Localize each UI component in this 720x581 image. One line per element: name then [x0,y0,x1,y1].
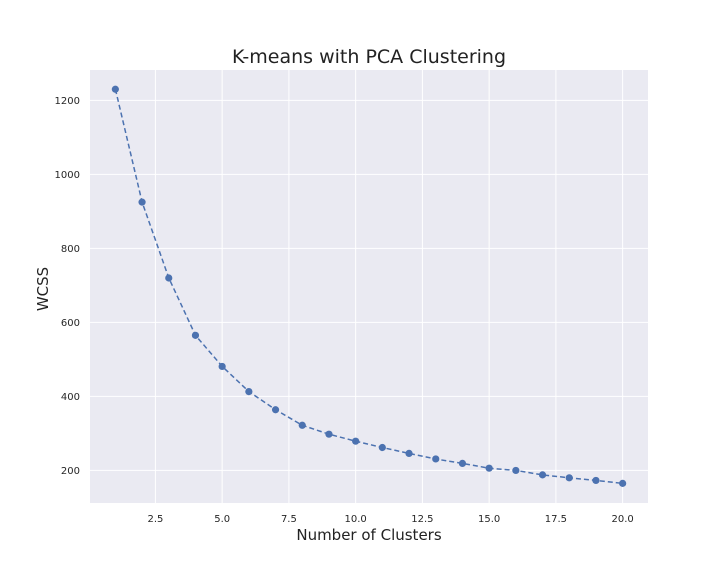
chart-title: K-means with PCA Clustering [232,46,506,68]
data-point [191,331,200,339]
data-point [298,421,306,429]
x-axis-label: Number of Clusters [296,526,441,544]
y-tick-label: 1200 [55,96,80,107]
data-point [619,479,627,487]
data-point [325,430,333,438]
x-tick-label: 5.0 [214,514,230,525]
data-point [138,198,146,206]
x-tick-label: 12.5 [411,514,433,525]
y-axis-ticks: 200 400 600 800 1000 1200 [55,96,80,477]
x-tick-label: 7.5 [281,514,297,525]
series-line [114,89,623,485]
grid-lines [90,70,648,503]
data-point [538,471,547,479]
data-point [432,455,440,463]
y-axis-label: WCSS [34,267,52,311]
data-point [405,449,413,458]
y-tick-label: 400 [61,392,80,403]
data-point [512,466,520,475]
data-point [485,464,493,472]
x-tick-label: 2.5 [147,514,163,525]
data-point [165,274,173,282]
data-point [111,85,119,93]
data-point [352,437,360,445]
x-tick-label: 20.0 [612,514,634,525]
data-point [458,459,467,468]
data-point [271,406,280,414]
x-axis-ticks: 2.5 5.0 7.5 10.0 12.5 15.0 17.5 20.0 [147,514,633,525]
x-tick-label: 15.0 [478,514,500,525]
y-tick-label: 800 [61,244,80,255]
data-point [245,388,253,396]
data-point [592,476,600,485]
data-point [378,443,386,452]
plot-area [90,70,648,503]
data-point [218,362,226,371]
data-point [565,474,573,482]
y-tick-label: 600 [61,318,80,329]
x-tick-label: 17.5 [545,514,567,525]
x-tick-label: 10.0 [345,514,367,525]
series-wcss [111,85,627,487]
y-tick-label: 200 [61,466,80,477]
y-tick-label: 1000 [55,170,80,181]
